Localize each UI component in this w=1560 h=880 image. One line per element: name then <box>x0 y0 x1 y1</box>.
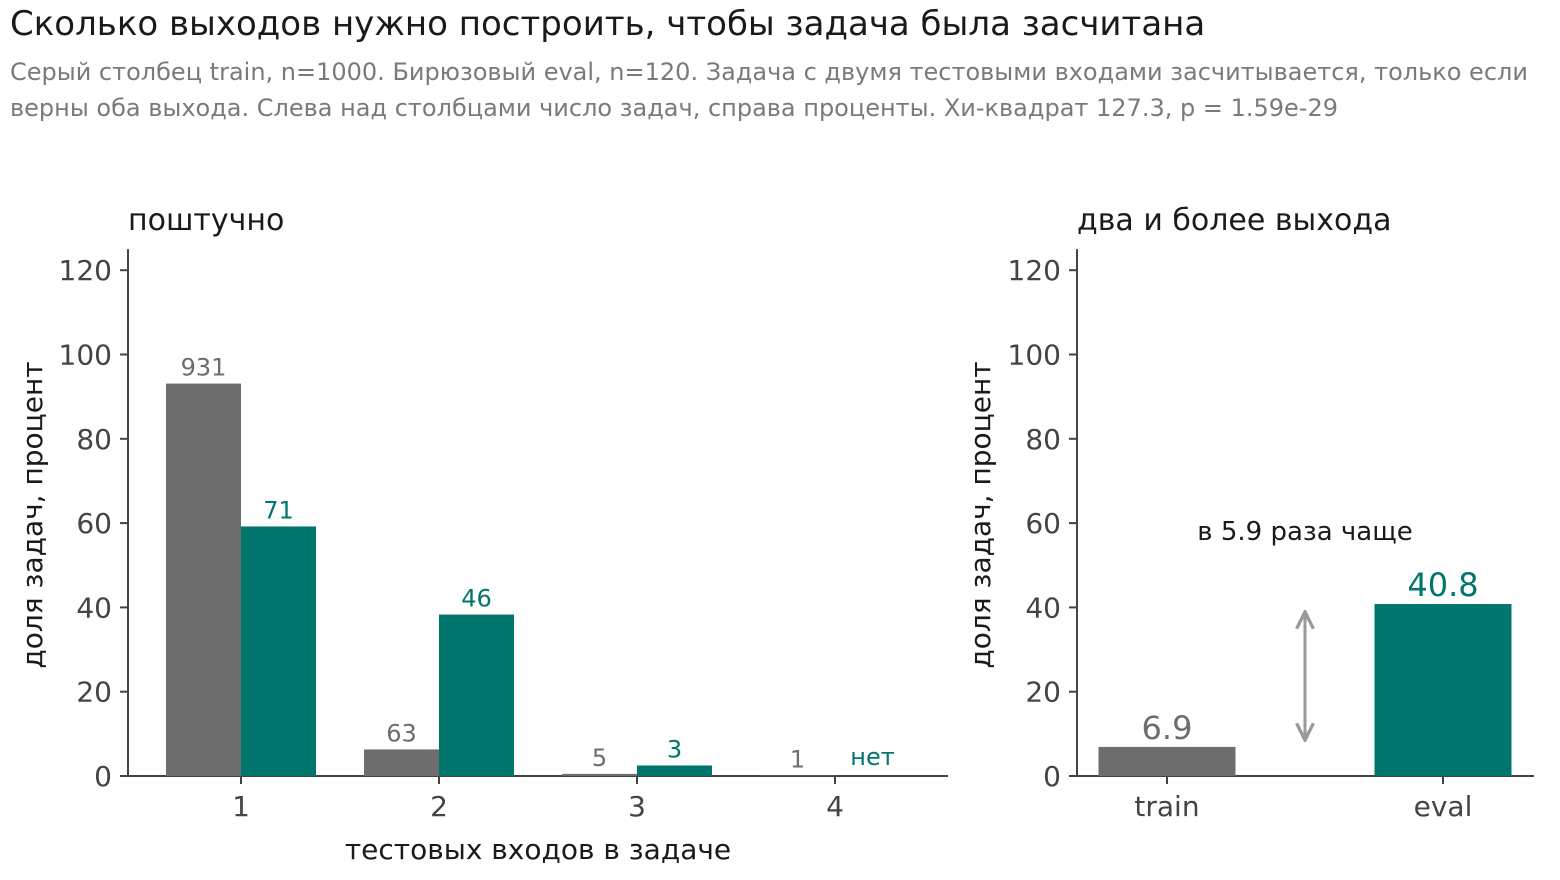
bar-eval <box>241 526 316 776</box>
left-y-tick-label: 80 <box>76 423 112 456</box>
right-y-tick-label: 100 <box>1008 339 1061 372</box>
x-axis-label-left: тестовых входов в задаче <box>345 833 731 866</box>
bar-label-train: 931 <box>181 354 227 382</box>
left-y-tick-label: 20 <box>76 676 112 709</box>
bar-label-eval: 71 <box>263 496 294 524</box>
bar-eval <box>439 614 514 776</box>
bar-label-eval: 46 <box>461 585 492 613</box>
plot-area-right: 0 20 40 60 80 100 120 train 6.9 eval 40.8 <box>1008 249 1534 823</box>
y-axis-label-left: доля задач, процент <box>16 361 49 668</box>
left-x-tick-label: 4 <box>826 790 844 823</box>
annotation-text: в 5.9 раза чаще <box>1197 517 1412 547</box>
bar-label-train: 1 <box>790 746 805 774</box>
chart-subtitle: Серый столбец train, n=1000. Бирюзовый e… <box>10 58 1528 122</box>
y-axis-label-right: доля задач, процент <box>964 361 997 668</box>
right-x-tick-label: eval <box>1414 790 1473 823</box>
bar-train <box>166 383 241 776</box>
bar-train <box>1098 746 1236 776</box>
bar-label-eval: 3 <box>667 735 682 763</box>
left-x-tick-label: 2 <box>430 790 448 823</box>
bar-label-train: 6.9 <box>1142 709 1193 747</box>
right-y-tick-label: 40 <box>1025 591 1061 624</box>
bar-label-eval: нет <box>850 743 894 771</box>
left-y-tick-label: 60 <box>76 507 112 540</box>
bar-label-train: 5 <box>592 744 607 772</box>
left-x-tick-label: 1 <box>232 790 250 823</box>
left-y-tick-label: 40 <box>76 591 112 624</box>
panel-title-left: поштучно <box>128 203 284 238</box>
right-y-tick-label: 120 <box>1008 254 1061 287</box>
bar-train <box>364 749 439 776</box>
bar-eval <box>1374 604 1512 776</box>
panel-title-right: два и более выхода <box>1077 203 1391 238</box>
bar-train <box>562 773 637 776</box>
right-y-tick-label: 80 <box>1025 423 1061 456</box>
bar-eval <box>637 765 712 776</box>
right-y-tick-label: 0 <box>1043 760 1061 793</box>
bar-label-eval: 40.8 <box>1407 566 1478 604</box>
right-y-tick-label: 20 <box>1025 676 1061 709</box>
right-y-tick-label: 60 <box>1025 507 1061 540</box>
panel-per-item: поштучно доля задач, процент тестовых вх… <box>16 203 948 866</box>
left-x-tick-label: 3 <box>628 790 646 823</box>
left-y-tick-label: 120 <box>59 254 112 287</box>
panel-two-or-more: два и более выхода доля задач, процент в… <box>964 203 1534 823</box>
left-y-tick-label: 100 <box>59 339 112 372</box>
chart-title: Сколько выходов нужно построить, чтобы з… <box>10 4 1206 44</box>
right-x-tick-label: train <box>1134 790 1199 823</box>
left-y-tick-label: 0 <box>94 760 112 793</box>
bar-label-train: 63 <box>386 719 417 747</box>
